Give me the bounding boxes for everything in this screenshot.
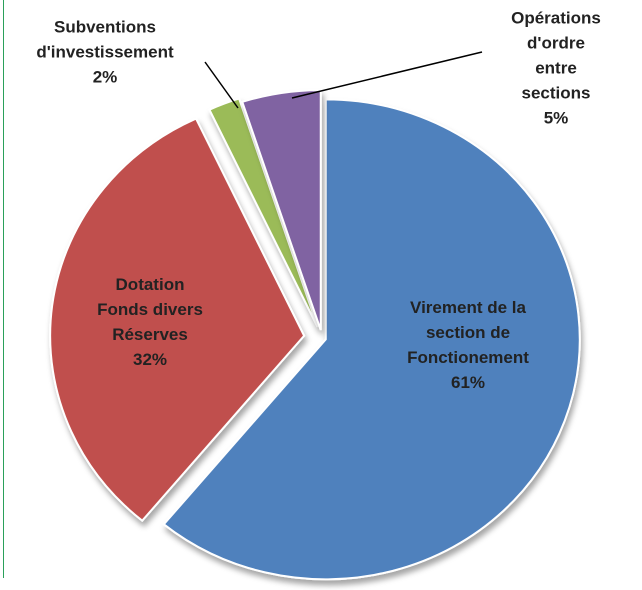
- pie-slice: [49, 117, 306, 523]
- slice-name: Dotation Fonds divers Réserves: [97, 275, 203, 344]
- slice-value-label: 5%: [543, 108, 569, 128]
- pie-slice: [240, 89, 322, 331]
- pie-slice: [162, 98, 581, 581]
- slice-name: Virement de la section de Fonctionement: [407, 298, 529, 367]
- leader-line: [291, 51, 483, 99]
- slice-label: Subventions d'investissement 2%: [36, 15, 173, 90]
- slice-name: Opérations d'ordre entre sections: [511, 8, 601, 103]
- slice-value-label: 32%: [132, 350, 168, 369]
- slice-name: Subventions d'investissement: [36, 17, 174, 62]
- slice-label: Virement de la section de Fonctionement 6…: [407, 295, 529, 395]
- slice-value-label: 2%: [92, 67, 118, 87]
- slice-label: Dotation Fonds divers Réserves 32%: [97, 272, 203, 372]
- leader-line: [204, 61, 239, 109]
- pie-slice: [208, 97, 319, 328]
- slice-label: Opérations d'ordre entre sections 5%: [511, 6, 601, 131]
- frame-border: [3, 0, 4, 578]
- slice-value-label: 61%: [450, 373, 486, 392]
